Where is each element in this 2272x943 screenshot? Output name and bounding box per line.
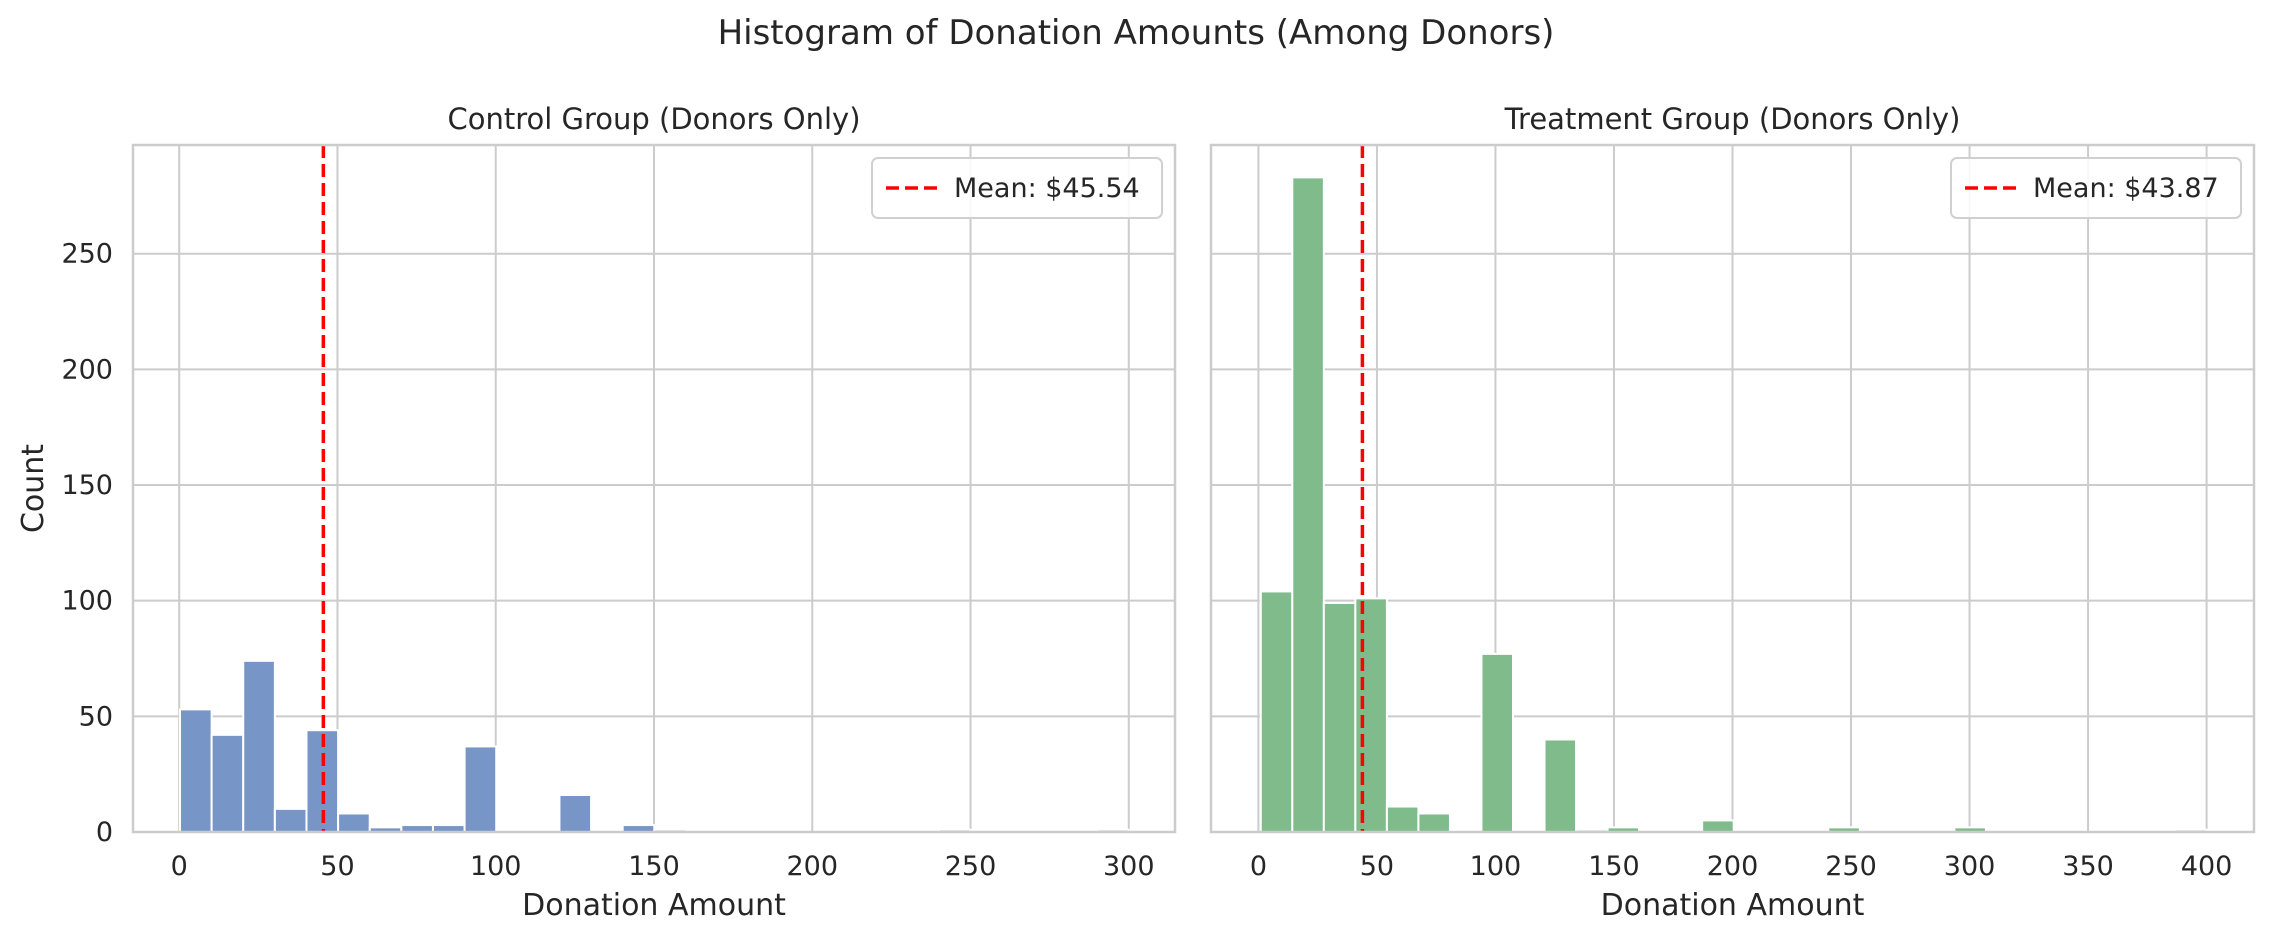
control-bar-5 [337, 812, 371, 833]
control-ytick-label-0: 0 [96, 817, 113, 848]
treatment-bar-7 [1480, 652, 1514, 834]
treatment-panel: Treatment Group (Donors Only) 0 50 100 150 20… [1209, 102, 2256, 923]
control-xtick-label-3: 150 [628, 851, 680, 882]
control-bar-9 [463, 745, 498, 833]
treatment-bar-5 [1417, 812, 1451, 833]
treatment-plot-frame [1209, 143, 2256, 834]
treatment-legend: Mean: $43.87 [1950, 157, 2242, 219]
control-bar-3 [273, 807, 308, 834]
treatment-xtick-label-3: 150 [1588, 851, 1640, 882]
treatment-xtick-label-4: 200 [1707, 851, 1759, 882]
control-x-axis-label: Donation Amount [522, 888, 786, 923]
panels: Control Group (Donors Only) 0 50 100 150 200 2… [16, 102, 2256, 923]
control-legend-label: Mean: $45.54 [954, 173, 1140, 204]
treatment-xtick-label-2: 100 [1470, 851, 1522, 882]
control-plot-frame [131, 143, 1177, 834]
control-xtick-label-2: 100 [470, 851, 522, 882]
treatment-xtick-label-8: 400 [2181, 851, 2233, 882]
control-bar-12 [558, 793, 593, 834]
control-panel: Control Group (Donors Only) 0 50 100 150 200 2… [16, 102, 1177, 923]
control-y-axis-label: Count [16, 444, 51, 533]
treatment-xtick-label-7: 350 [2062, 851, 2114, 882]
control-legend-box [871, 157, 1163, 219]
control-bar-2 [242, 659, 276, 834]
control-xtick-label-5: 250 [945, 851, 997, 882]
control-ytick-label-2: 100 [61, 586, 113, 617]
control-ytick-label-3: 150 [61, 470, 113, 501]
treatment-bar-3 [1354, 597, 1388, 833]
treatment-bar-1 [1291, 176, 1325, 833]
treatment-legend-box [1950, 157, 2242, 219]
treatment-bar-4 [1385, 805, 1420, 833]
control-ytick-label-4: 200 [61, 354, 113, 385]
control-ytick-label-1: 50 [79, 701, 113, 732]
control-xtick-label-0: 0 [171, 851, 188, 882]
control-xtick-label-6: 300 [1103, 851, 1155, 882]
control-ytick-label-5: 250 [61, 239, 113, 270]
treatment-bar-2 [1322, 602, 1357, 833]
treatment-bar-14 [1701, 819, 1735, 833]
treatment-chart-title: Treatment Group (Donors Only) [1504, 102, 1961, 136]
treatment-xtick-label-1: 50 [1360, 851, 1394, 882]
treatment-bar-9 [1543, 738, 1578, 833]
control-bar-0 [179, 708, 213, 834]
control-xtick-label-4: 200 [786, 851, 838, 882]
control-bar-1 [210, 733, 245, 834]
treatment-xtick-label-6: 300 [1944, 851, 1996, 882]
control-xtick-label-1: 50 [320, 851, 354, 882]
treatment-xtick-label-5: 250 [1825, 851, 1877, 882]
treatment-bar-0 [1259, 590, 1294, 833]
treatment-x-axis-label: Donation Amount [1601, 888, 1865, 923]
treatment-xtick-label-0: 0 [1250, 851, 1267, 882]
treatment-legend-label: Mean: $43.87 [2033, 173, 2219, 204]
control-chart-title: Control Group (Donors Only) [447, 102, 860, 136]
control-legend: Mean: $45.54 [871, 157, 1163, 219]
figure-title: Histogram of Donation Amounts (Among Don… [718, 13, 1555, 53]
